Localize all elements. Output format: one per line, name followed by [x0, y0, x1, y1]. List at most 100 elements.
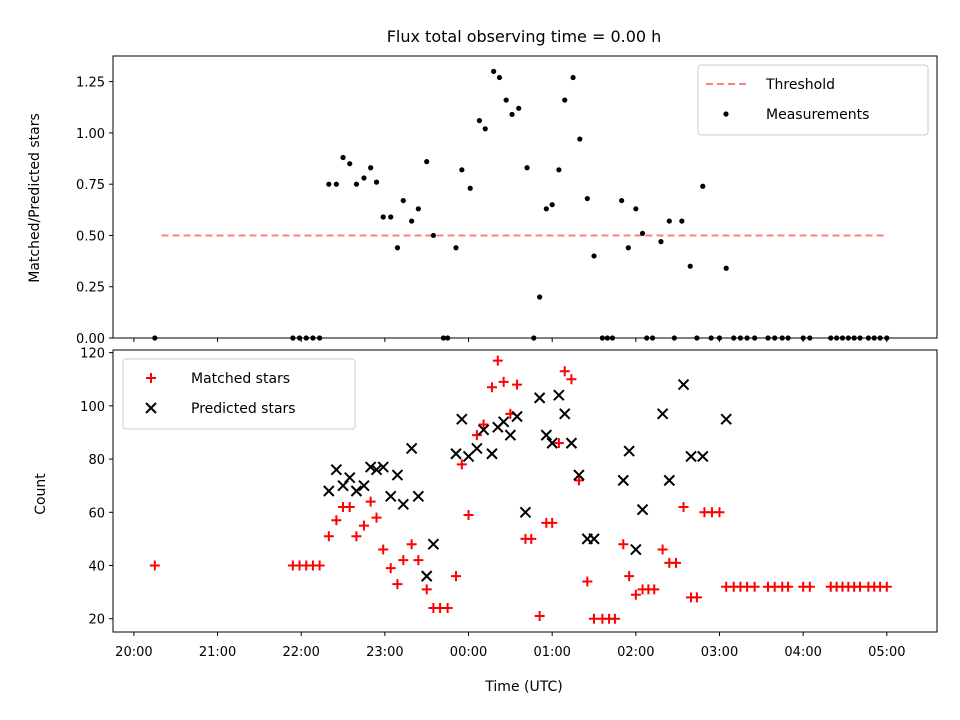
bottom-ytick-label: 120 — [80, 347, 105, 362]
measurement-point — [723, 265, 729, 271]
measurement-point — [619, 197, 625, 204]
measurement-point — [633, 206, 639, 212]
predicted-stars-point — [565, 437, 578, 449]
predicted-stars-point — [623, 445, 635, 457]
predicted-stars-point — [450, 448, 462, 460]
top-legend-label: Threshold — [765, 77, 835, 93]
measurement-point — [503, 97, 509, 103]
legend-matched-swatch — [146, 373, 156, 383]
bottom-ytick-label: 60 — [88, 506, 105, 521]
matched-stars-point — [714, 507, 725, 518]
matched-stars-point — [323, 531, 334, 542]
measurement-point — [658, 239, 664, 245]
matched-stars-point — [657, 544, 668, 555]
measurement-point — [476, 118, 483, 124]
bottom-legend-label: Matched stars — [191, 371, 290, 387]
top-ytick-label: 0.75 — [76, 178, 105, 193]
bottom-ytick-label: 40 — [88, 559, 105, 574]
legend-measurements-swatch — [723, 111, 729, 117]
predicted-stars-point — [358, 479, 370, 492]
matched-stars-point — [609, 613, 620, 624]
predicted-stars-point — [588, 533, 600, 545]
matched-stars-point — [881, 581, 892, 592]
measurement-point — [625, 245, 631, 251]
bottom-xtick-label: 20:00 — [115, 645, 152, 660]
matched-stars-point — [783, 581, 794, 592]
matched-stars-point — [331, 515, 342, 526]
measurement-point — [556, 167, 562, 173]
predicted-stars-point — [636, 503, 649, 516]
predicted-stars-point — [456, 413, 468, 425]
predicted-stars-point — [559, 408, 571, 420]
predicted-stars-point — [630, 543, 642, 556]
predicted-stars-point — [546, 437, 558, 449]
predicted-stars-point — [344, 471, 356, 484]
matched-stars-point — [589, 613, 600, 624]
matched-stars-point — [456, 459, 467, 470]
measurement-point — [543, 206, 549, 212]
matched-stars-point — [804, 581, 815, 592]
predicted-stars-point — [486, 448, 498, 460]
bottom-series-1 — [323, 378, 732, 582]
predicted-stars-point — [504, 429, 517, 441]
measurement-point — [687, 263, 693, 269]
measurement-point — [415, 206, 421, 212]
bottom-xtick-label: 00:00 — [450, 645, 487, 660]
bottom-xtick-label: 03:00 — [701, 645, 738, 660]
predicted-stars-point — [553, 389, 565, 401]
measurement-point — [368, 165, 374, 171]
top-legend-label: Measurements — [766, 107, 869, 123]
matched-stars-point — [566, 374, 577, 385]
matched-stars-point — [630, 589, 641, 600]
matched-stars-point — [492, 355, 503, 366]
predicted-stars-point — [497, 416, 510, 428]
matched-stars-point — [749, 581, 760, 592]
top-legend: Threshold Measurements — [697, 64, 929, 136]
measurement-point — [482, 126, 488, 132]
matched-stars-point — [463, 509, 474, 520]
measurement-point — [537, 294, 543, 300]
matched-stars-point — [618, 539, 629, 550]
predicted-stars-point — [420, 570, 433, 582]
measurement-point — [467, 185, 473, 191]
matched-stars-point — [678, 501, 689, 512]
measurement-point — [577, 136, 583, 142]
measurement-point — [496, 74, 503, 81]
bottom-xtick-label: 05:00 — [868, 645, 905, 660]
measurement-point — [373, 179, 380, 185]
top-legend-box — [697, 64, 929, 136]
predicted-stars-point — [323, 485, 335, 497]
measurement-point — [584, 195, 590, 202]
measurement-point — [700, 183, 706, 189]
matched-stars-point — [512, 379, 523, 390]
bottom-legend-label: Predicted stars — [191, 401, 296, 417]
predicted-stars-point — [685, 450, 697, 463]
matched-stars-point — [392, 579, 403, 590]
predicted-stars-point — [427, 538, 440, 550]
matched-stars-point — [471, 430, 482, 441]
predicted-stars-point — [412, 490, 425, 503]
matched-stars-point — [649, 584, 660, 595]
predicted-stars-point — [391, 469, 404, 481]
top-axes-frame — [112, 55, 938, 339]
bottom-xtick-label: 02:00 — [617, 645, 654, 660]
measurement-point — [380, 214, 386, 220]
matched-stars-point — [553, 438, 564, 449]
predicted-stars-point — [663, 474, 676, 487]
matched-stars-point — [450, 571, 461, 582]
matched-stars-point — [573, 475, 584, 486]
measurement-point — [549, 202, 555, 208]
measurement-point — [570, 74, 576, 81]
bottom-xtick-label: 21:00 — [199, 645, 236, 660]
measurement-point — [340, 154, 346, 161]
matched-stars-point — [365, 496, 376, 507]
predicted-stars-point — [720, 413, 732, 425]
matched-stars-point — [314, 560, 325, 571]
measurement-point — [388, 214, 394, 220]
measurement-point — [509, 111, 515, 118]
measurement-point — [347, 161, 353, 167]
bottom-legend-box — [122, 358, 356, 430]
measurement-point — [361, 175, 367, 181]
matched-stars-point — [691, 592, 702, 603]
top-ytick-label: 0.00 — [76, 332, 105, 347]
